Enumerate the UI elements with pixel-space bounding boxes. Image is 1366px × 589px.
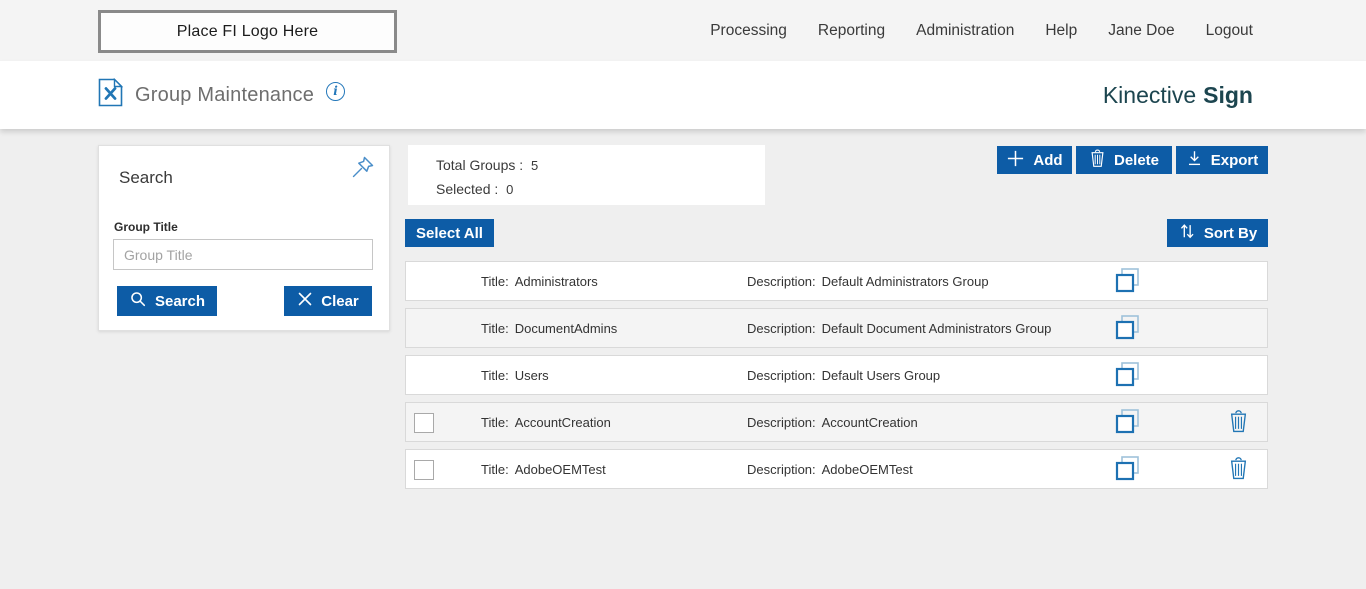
search-panel: Search Group Title Search: [98, 145, 390, 331]
copy-icon: [1115, 361, 1141, 391]
row-description: Description: Default Users Group: [747, 367, 941, 383]
sort-by-button[interactable]: Sort By: [1167, 219, 1268, 247]
top-bar: Place FI Logo Here Processing Reporting …: [0, 0, 1366, 61]
group-actions-toolbar: Add Delete Export: [997, 146, 1268, 174]
add-group-button[interactable]: Add: [997, 146, 1072, 174]
delete-groups-button[interactable]: Delete: [1076, 146, 1172, 174]
select-all-button[interactable]: Select All: [405, 219, 494, 247]
copy-icon: [1115, 455, 1141, 485]
delete-group-button[interactable]: [1224, 409, 1252, 437]
table-row-users: Title: Users Description: Default Users …: [405, 355, 1268, 395]
copy-icon: [1115, 408, 1141, 438]
nav-help[interactable]: Help: [1045, 21, 1078, 39]
selected-label: Selected :: [436, 181, 499, 197]
row-title: Title: AdobeOEMTest: [481, 461, 606, 477]
page-title: Group Maintenance: [135, 83, 315, 106]
clear-button-label: Clear: [321, 292, 359, 310]
total-groups-line: Total Groups : 5: [436, 157, 538, 173]
row-description: Description: AccountCreation: [747, 414, 918, 430]
copy-group-button[interactable]: [1114, 409, 1142, 437]
copy-icon: [1115, 267, 1141, 297]
nav-logout[interactable]: Logout: [1205, 21, 1253, 39]
top-navigation: Processing Reporting Administration Help…: [710, 0, 1253, 61]
info-icon[interactable]: i: [326, 81, 346, 101]
fi-logo-placeholder: Place FI Logo Here: [98, 10, 397, 53]
copy-group-button[interactable]: [1114, 268, 1142, 296]
table-row-administrators: Title: Administrators Description: Defau…: [405, 261, 1268, 301]
copy-group-button[interactable]: [1114, 362, 1142, 390]
selected-line: Selected : 0: [436, 181, 513, 197]
delete-group-button[interactable]: [1224, 456, 1252, 484]
search-panel-title: Search: [119, 168, 173, 187]
trash-icon: [1228, 456, 1249, 484]
total-groups-value: 5: [531, 158, 539, 173]
row-title: Title: DocumentAdmins: [481, 320, 618, 336]
search-icon: [129, 290, 147, 312]
nav-user-jane-doe[interactable]: Jane Doe: [1108, 21, 1175, 39]
row-title: Title: Users: [481, 367, 549, 383]
fi-logo-text: Place FI Logo Here: [176, 22, 319, 40]
main-content: Search Group Title Search: [0, 129, 1366, 589]
brand-name: Kinective: [1102, 81, 1197, 108]
row-description: Description: Default Document Administra…: [747, 320, 1052, 336]
row-checkbox[interactable]: [414, 413, 434, 433]
nav-administration[interactable]: Administration: [916, 21, 1015, 39]
row-title: Title: Administrators: [481, 273, 598, 289]
sort-by-button-label: Sort By: [1203, 224, 1258, 242]
page-header-left: Group Maintenance i: [98, 61, 346, 129]
nav-reporting[interactable]: Reporting: [817, 21, 886, 39]
sort-arrows-icon: [1178, 222, 1196, 244]
page-header: Group Maintenance i Kinective Sign: [0, 61, 1366, 129]
trash-icon: [1089, 149, 1106, 172]
export-groups-button[interactable]: Export: [1176, 146, 1268, 174]
download-icon: [1186, 149, 1203, 171]
select-all-button-label: Select All: [416, 224, 483, 242]
nav-processing[interactable]: Processing: [710, 21, 787, 39]
brand-logo: Kinective Sign: [1103, 61, 1253, 129]
group-stats-box: Total Groups : 5 Selected : 0: [408, 145, 765, 205]
brand-product: Sign: [1203, 81, 1253, 108]
delete-button-label: Delete: [1113, 151, 1160, 169]
table-row-adobeoemtest: Title: AdobeOEMTest Description: AdobeOE…: [405, 449, 1268, 489]
copy-group-button[interactable]: [1114, 315, 1142, 343]
group-maintenance-icon: [98, 77, 124, 112]
total-groups-label: Total Groups :: [436, 157, 524, 173]
row-description: Description: Default Administrators Grou…: [747, 273, 989, 289]
row-checkbox[interactable]: [414, 460, 434, 480]
add-button-label: Add: [1033, 151, 1063, 169]
group-title-label: Group Title: [114, 220, 178, 234]
copy-icon: [1115, 314, 1141, 344]
row-description: Description: AdobeOEMTest: [747, 461, 913, 477]
plus-icon: [1006, 149, 1025, 172]
selected-value: 0: [506, 182, 514, 197]
pushpin-icon: [350, 156, 376, 183]
copy-group-button[interactable]: [1114, 456, 1142, 484]
pin-panel-button[interactable]: [349, 154, 377, 182]
table-row-documentadmins: Title: DocumentAdmins Description: Defau…: [405, 308, 1268, 348]
clear-button[interactable]: Clear: [284, 286, 372, 316]
clear-x-icon: [297, 291, 313, 311]
search-button-label: Search: [154, 292, 206, 310]
group-list: Title: Administrators Description: Defau…: [405, 261, 1268, 496]
export-button-label: Export: [1210, 151, 1259, 169]
group-title-input[interactable]: [113, 239, 373, 270]
row-title: Title: AccountCreation: [481, 414, 611, 430]
trash-icon: [1228, 409, 1249, 437]
search-button[interactable]: Search: [117, 286, 217, 316]
table-row-accountcreation: Title: AccountCreation Description: Acco…: [405, 402, 1268, 442]
